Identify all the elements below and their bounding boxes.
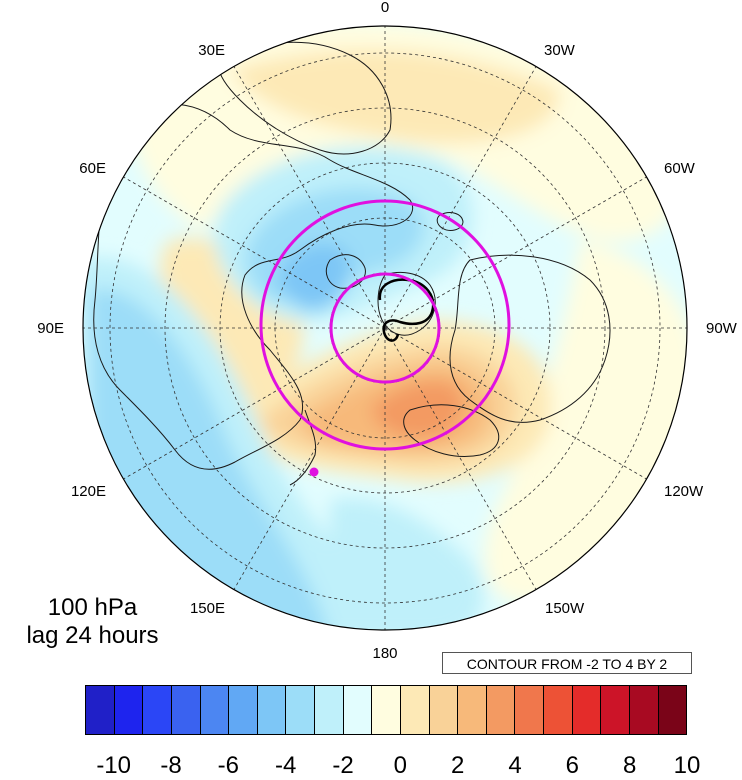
coastline-north-america bbox=[449, 254, 611, 423]
contour-info-box: CONTOUR FROM -2 TO 4 BY 2 bbox=[442, 652, 692, 674]
level-label: 100 hPa bbox=[47, 594, 138, 621]
colorbar-box bbox=[143, 686, 172, 734]
contour-line bbox=[378, 278, 435, 342]
colorbar-label: 10 bbox=[673, 752, 701, 779]
colorbar-label: 6 bbox=[565, 752, 579, 779]
highlight-point bbox=[309, 467, 319, 477]
colorbar-box bbox=[286, 686, 315, 734]
highlight-circle-inner bbox=[329, 272, 441, 384]
lon-label-120w: 120W bbox=[664, 483, 704, 500]
lon-label-180: 180 bbox=[372, 645, 397, 660]
colorbar-label: 4 bbox=[508, 752, 522, 779]
colorbar-box bbox=[515, 686, 544, 734]
negative-anomaly-central-core bbox=[278, 243, 351, 311]
latitude-circle bbox=[109, 52, 661, 604]
highlight-markers bbox=[259, 199, 511, 477]
meridian-150w bbox=[384, 327, 537, 590]
map-boundary bbox=[82, 25, 688, 631]
colorbar-box bbox=[257, 686, 287, 734]
polar-stereographic-map: 0 30W 60W 90W 120W 150W 180 150E 120E 90… bbox=[37, 0, 737, 660]
contour-lines bbox=[378, 278, 435, 342]
lon-label-150w: 150W bbox=[545, 600, 585, 617]
meridian-120w bbox=[384, 327, 647, 480]
latitude-circle bbox=[164, 107, 606, 549]
colorbar-label: 2 bbox=[450, 752, 465, 779]
meridian-30e bbox=[233, 66, 386, 329]
colorbar-label: -10 bbox=[96, 752, 131, 779]
lon-label-30w: 30W bbox=[544, 42, 576, 59]
colorbar-label: -4 bbox=[274, 752, 297, 779]
colorbar-box bbox=[372, 686, 401, 734]
lag-label: lag 24 hours bbox=[26, 622, 159, 649]
lon-label-150e: 150E bbox=[190, 600, 225, 617]
graticule bbox=[83, 26, 687, 630]
colorbar-box bbox=[315, 686, 344, 734]
colorbar-label: 0 bbox=[393, 752, 407, 779]
colorbar-label: -6 bbox=[217, 752, 239, 779]
colorbar-box bbox=[343, 686, 373, 734]
lon-label-120e: 120E bbox=[71, 483, 106, 500]
lon-label-30e: 30E bbox=[198, 42, 225, 59]
colorbar-box bbox=[114, 686, 144, 734]
colorbar-box bbox=[544, 686, 573, 734]
colorbar-box bbox=[458, 686, 487, 734]
coastline-greenland bbox=[377, 272, 436, 336]
highlight-circle-outer bbox=[259, 199, 511, 451]
lon-label-90e: 90E bbox=[37, 320, 64, 337]
meridian-30w bbox=[384, 66, 537, 329]
colorbar-box bbox=[229, 686, 258, 734]
colorbar-box bbox=[429, 686, 459, 734]
colorbar-box bbox=[572, 686, 602, 734]
lon-label-60e: 60E bbox=[79, 160, 106, 177]
coastline-eurasia bbox=[93, 103, 413, 470]
colorbar-box bbox=[658, 686, 687, 734]
colorbar bbox=[85, 685, 687, 735]
meridian-60w bbox=[384, 176, 647, 329]
meridian-60e bbox=[123, 176, 386, 329]
colorbar-box bbox=[601, 686, 630, 734]
colorbar-box bbox=[200, 686, 230, 734]
colorbar-box bbox=[486, 686, 516, 734]
colorbar-box bbox=[86, 686, 115, 734]
colorbar-box bbox=[629, 686, 659, 734]
coastline-arctic-islands bbox=[325, 254, 366, 289]
longitude-labels: 0 30W 60W 90W 120W 150W 180 150E 120E 90… bbox=[37, 0, 737, 660]
lon-label-60w: 60W bbox=[664, 160, 696, 177]
negative-anomaly-south bbox=[330, 498, 485, 630]
colorbar-label: -2 bbox=[332, 752, 354, 779]
lon-label-90w: 90W bbox=[706, 320, 738, 337]
colorbar-box bbox=[171, 686, 201, 734]
coastline-alaska bbox=[403, 404, 500, 458]
coastline-iceland bbox=[436, 212, 464, 231]
meridian-120e bbox=[123, 327, 386, 480]
colorbar-label: -8 bbox=[160, 752, 182, 779]
lon-label-0: 0 bbox=[381, 0, 389, 16]
colorbar-box bbox=[400, 686, 430, 734]
coastline-europe bbox=[218, 41, 392, 155]
colorbar-label: 8 bbox=[622, 752, 637, 779]
meridian-150e bbox=[233, 327, 386, 590]
